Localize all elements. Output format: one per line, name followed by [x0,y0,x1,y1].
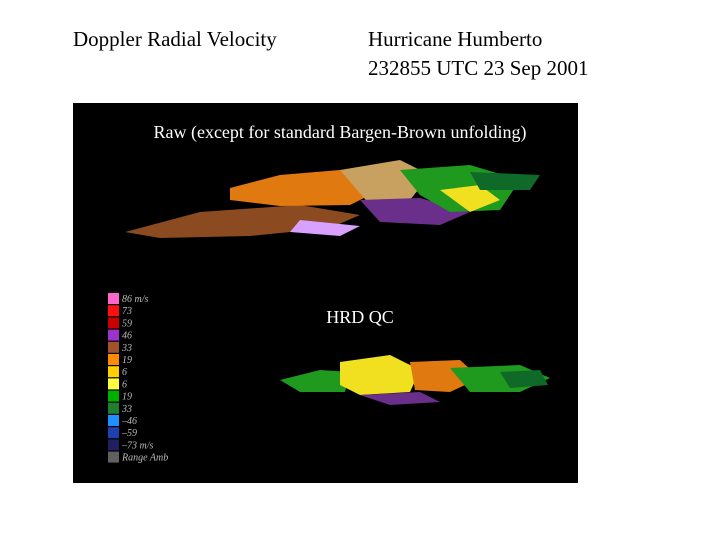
legend-label: –46 [121,416,137,427]
qc-echo [280,355,550,405]
left-title: Doppler Radial Velocity [73,27,277,51]
legend-label: 33 [121,343,132,354]
legend-swatch [108,427,119,439]
right-title: Hurricane Humberto [368,27,543,51]
legend-swatch [108,451,119,463]
legend-label: 86 m/s [122,294,149,305]
legend-swatch [108,329,119,341]
legend-swatch [108,305,119,317]
legend-label: 6 [122,379,127,390]
legend-label: 73 [122,306,132,317]
image-background [73,103,578,483]
legend-swatch [108,402,119,414]
raw-echo [125,160,540,238]
legend-label: 33 [121,404,132,415]
legend-swatch [108,390,119,402]
legend-swatch [108,317,119,329]
legend-swatch [108,341,119,353]
legend-swatch [108,378,119,390]
raw-label: Raw (except for standard Bargen-Brown un… [153,122,526,143]
legend-label: 59 [122,318,132,329]
legend-label: 6 [122,367,127,378]
legend-swatch [108,293,119,304]
legend-swatch [108,439,119,451]
legend-label: –59 [121,428,137,439]
legend-label: 19 [122,392,132,403]
legend-label: –73 m/s [121,440,154,451]
legend-label: Range Amb [121,453,168,464]
legend-swatch [108,354,119,365]
legend-label: 19 [122,355,132,366]
legend-swatch [108,366,119,378]
right-subtitle: 232855 UTC 23 Sep 2001 [368,56,589,80]
legend-label: 46 [122,331,132,342]
qc-label: HRD QC [326,307,394,327]
legend-swatch [108,415,119,426]
